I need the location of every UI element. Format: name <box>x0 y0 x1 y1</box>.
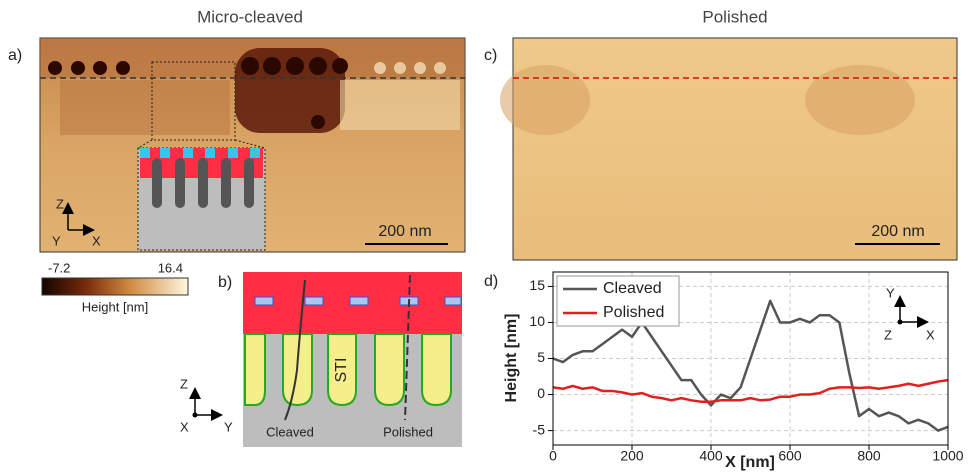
region-label: STI <box>333 358 350 383</box>
legend-label: Cleaved <box>603 280 662 297</box>
axis-letter: Z <box>180 376 188 391</box>
y-tick-label: 10 <box>529 313 545 329</box>
axis-letter: X <box>926 327 935 342</box>
scale-bar-label: 200 nm <box>871 223 924 240</box>
y-tick-label: 15 <box>529 277 545 293</box>
x-tick-label: 1000 <box>932 448 963 464</box>
axis-letter: X <box>92 233 101 248</box>
legend-label: Polished <box>603 304 664 321</box>
panel-label: b) <box>218 274 232 291</box>
y-tick-label: 0 <box>537 385 545 401</box>
x-tick-label: 800 <box>857 448 881 464</box>
panel-label: a) <box>8 47 22 64</box>
afm-image: Z Y X 200 nm <box>40 38 465 252</box>
axis-letter: Y <box>52 233 61 248</box>
axis-letter: X <box>180 419 189 434</box>
axis-letter: Z <box>56 196 64 211</box>
axis-letter: Y <box>886 285 895 300</box>
axis-letter: Y <box>224 419 233 434</box>
y-tick-label: 5 <box>537 349 545 365</box>
colorbar-min: -7.2 <box>48 260 70 275</box>
panel-label: c) <box>484 47 497 64</box>
method-label: Cleaved <box>266 424 314 439</box>
x-tick-label: 600 <box>778 448 802 464</box>
colorbar-max: 16.4 <box>158 260 183 275</box>
x-tick-label: 200 <box>620 448 644 464</box>
panel-title: Micro-cleaved <box>197 7 303 26</box>
axis-origin <box>898 320 903 325</box>
x-tick-label: 0 <box>549 448 557 464</box>
y-tick-label: -5 <box>533 421 546 437</box>
y-axis-label: Height [nm] <box>503 314 520 403</box>
scale-bar-label: 200 nm <box>378 223 431 240</box>
figure: Micro-cleaved a) Z Y X 200 nm -7.2 16.4 … <box>0 0 968 473</box>
x-axis-label: X [nm] <box>725 454 775 471</box>
colorbar-label: Height [nm] <box>82 299 148 314</box>
panel-label: d) <box>484 273 498 290</box>
colorbar: -7.2 16.4 Height [nm] <box>42 260 188 314</box>
schematic: STI Cleaved Polished Z X Y <box>180 272 462 447</box>
axis-letter: Z <box>884 327 892 342</box>
method-label: Polished <box>383 424 433 439</box>
panel-title: Polished <box>702 7 767 26</box>
afm-image: 200 nm <box>500 38 957 260</box>
x-tick-label: 400 <box>699 448 723 464</box>
